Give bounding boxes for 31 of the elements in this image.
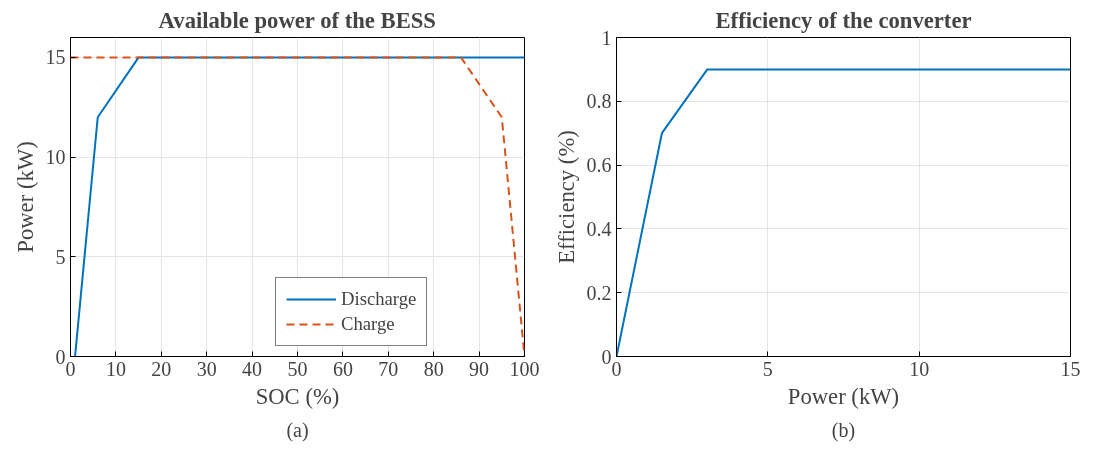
y-axis-title: Efficiency (%) [553,130,579,264]
x-tick-label: 100 [509,357,540,380]
y-axis-title: Power (kW) [12,141,38,253]
legend-label: Charge [341,313,395,335]
legend-label: Discharge [341,288,417,310]
y-tick-label: 0.2 [586,281,612,304]
text: (a) [286,418,309,442]
x-tick-label: 10 [105,357,126,380]
y-tick-label: 0.4 [586,217,612,240]
x-tick-label: 90 [469,357,490,380]
y-tick-label: 10 [45,146,66,169]
y-tick-label: 0.6 [586,154,612,177]
x-tick-label: 40 [242,357,263,380]
x-axis-title: Power (kW) [787,383,900,409]
x-tick-label: 30 [196,357,217,380]
x-tick-label: 10 [909,357,930,380]
x-tick-label: 20 [151,357,172,380]
y-tick-label: 0.8 [586,90,612,113]
y-tick-label: 15 [45,46,66,69]
x-tick-label: 50 [287,357,308,380]
text: (b) [831,418,856,442]
x-axis-title: SOC (%) [255,383,340,409]
chart-title: Efficiency of the converter [715,7,972,33]
x-tick-label: 80 [423,357,444,380]
x-tick-label: 15 [1060,357,1081,380]
y-tick-label: 5 [55,245,66,268]
x-tick-label: 70 [378,357,399,380]
chart-title: Available power of the BESS [158,7,436,33]
y-tick-label: 1 [601,26,612,49]
x-tick-label: 5 [762,357,773,380]
x-tick-label: 60 [332,357,353,380]
